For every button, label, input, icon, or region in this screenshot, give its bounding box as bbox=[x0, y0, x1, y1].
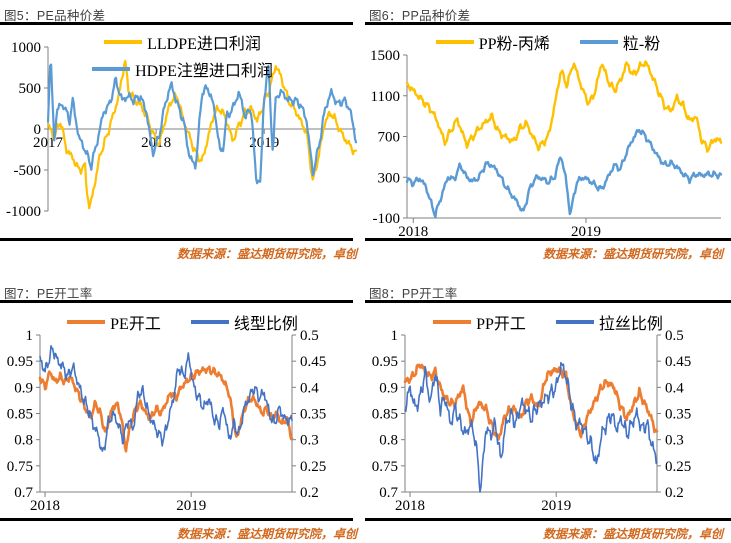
svg-text:0: 0 bbox=[34, 122, 42, 138]
svg-text:1500: 1500 bbox=[370, 48, 400, 64]
svg-text:0.3: 0.3 bbox=[665, 433, 684, 449]
svg-text:2017: 2017 bbox=[33, 135, 64, 151]
fig5-source: 数据来源：盛达期货研究院，卓创 bbox=[176, 247, 357, 261]
fig5-title: 图5：PE品种价差 bbox=[4, 9, 106, 23]
svg-text:0.95: 0.95 bbox=[372, 354, 398, 370]
svg-text:0.85: 0.85 bbox=[372, 407, 398, 423]
svg-text:0.4: 0.4 bbox=[300, 380, 319, 396]
svg-text:2018: 2018 bbox=[398, 224, 428, 238]
svg-text:-100: -100 bbox=[373, 211, 401, 227]
fig8-chart-area: 1 0.95 0.9 0.85 0.8 0.75 0.7 0.5 0.45 0.4 0.35 0.3 0… bbox=[365, 303, 731, 518]
svg-text:2018: 2018 bbox=[395, 498, 425, 514]
svg-text:0.5: 0.5 bbox=[665, 328, 684, 344]
fig6-chart-area: 1500 1100 700 300 -100 2018 2019 PP粉-丙烯 粒-粉 bbox=[365, 25, 731, 238]
svg-text:2019: 2019 bbox=[541, 498, 571, 514]
fig5-top-rule bbox=[0, 22, 353, 25]
fig8-bottom-rule bbox=[365, 518, 731, 521]
fig7-top-rule bbox=[0, 300, 353, 303]
svg-text:0.45: 0.45 bbox=[665, 354, 691, 370]
fig7-source: 数据来源：盛达期货研究院，卓创 bbox=[176, 527, 357, 541]
svg-text:0.25: 0.25 bbox=[665, 459, 691, 475]
svg-text:0.75: 0.75 bbox=[7, 459, 33, 475]
svg-text:0.85: 0.85 bbox=[7, 407, 33, 423]
svg-text:700: 700 bbox=[378, 130, 401, 146]
svg-text:1000: 1000 bbox=[11, 40, 41, 56]
fig7-chart: 1 0.95 0.9 0.85 0.8 0.75 0.7 0.5 0.45 0.4 0.35 0.3 0… bbox=[7, 328, 327, 514]
svg-text:0.5: 0.5 bbox=[300, 328, 319, 344]
fig6-title: 图6：PP品种价差 bbox=[369, 9, 471, 23]
svg-text:0.9: 0.9 bbox=[14, 380, 33, 396]
svg-text:500: 500 bbox=[19, 81, 42, 97]
svg-text:0.35: 0.35 bbox=[665, 407, 691, 423]
svg-text:0.25: 0.25 bbox=[300, 459, 326, 475]
svg-text:0.8: 0.8 bbox=[14, 433, 33, 449]
fig8-top-rule bbox=[365, 300, 731, 303]
svg-text:0.9: 0.9 bbox=[379, 380, 398, 396]
svg-text:0.7: 0.7 bbox=[14, 485, 33, 501]
svg-text:0.2: 0.2 bbox=[300, 485, 319, 501]
svg-text:2019: 2019 bbox=[571, 224, 601, 238]
svg-text:0.8: 0.8 bbox=[379, 433, 398, 449]
svg-text:0.75: 0.75 bbox=[372, 459, 398, 475]
svg-text:0.35: 0.35 bbox=[300, 407, 326, 423]
fig8-title: 图8：PP开工率 bbox=[369, 287, 458, 301]
svg-text:-1000: -1000 bbox=[6, 204, 41, 220]
svg-text:0.4: 0.4 bbox=[665, 380, 684, 396]
svg-text:300: 300 bbox=[378, 170, 401, 186]
panel-fig6: 图6：PP品种价差 1500 1100 700 300 -100 2018 2019 PP粉… bbox=[365, 0, 731, 271]
fig7-title: 图7：PE开工率 bbox=[4, 287, 93, 301]
fig6-source: 数据来源：盛达期货研究院，卓创 bbox=[542, 247, 723, 261]
svg-text:1: 1 bbox=[26, 328, 34, 344]
svg-text:-500: -500 bbox=[14, 163, 42, 179]
panel-fig7: 图7：PE开工率 1 0.95 0.9 0.85 0.8 0.75 0.7 0.5 0.45 0.… bbox=[0, 271, 365, 543]
fig8-source: 数据来源：盛达期货研究院，卓创 bbox=[542, 527, 723, 541]
fig5-chart-area: 1000 500 0 -500 -1000 2017 2018 2019 LLDPE进口利润 H… bbox=[0, 25, 365, 238]
fig7-bottom-rule bbox=[0, 518, 353, 521]
svg-text:0.95: 0.95 bbox=[7, 354, 33, 370]
fig8-chart: 1 0.95 0.9 0.85 0.8 0.75 0.7 0.5 0.45 0.4 0.35 0.3 0… bbox=[372, 328, 692, 514]
fig5-bottom-rule bbox=[0, 238, 353, 241]
fig6-top-rule bbox=[365, 22, 731, 25]
svg-text:1: 1 bbox=[391, 328, 399, 344]
panel-fig8: 图8：PP开工率 1 0.95 0.9 0.85 0.8 0.75 0.7 0.5 0.45 0.… bbox=[365, 271, 731, 543]
svg-text:0.2: 0.2 bbox=[665, 485, 684, 501]
svg-text:2018: 2018 bbox=[30, 498, 60, 514]
svg-text:0.7: 0.7 bbox=[379, 485, 398, 501]
fig6-bottom-rule bbox=[365, 238, 731, 241]
svg-text:1100: 1100 bbox=[371, 89, 400, 105]
svg-text:0.45: 0.45 bbox=[300, 354, 326, 370]
svg-text:0.3: 0.3 bbox=[300, 433, 319, 449]
panel-fig5: 图5：PE品种价差 1000 500 0 -500 -1000 2017 2018 2019 … bbox=[0, 0, 365, 271]
fig7-chart-area: 1 0.95 0.9 0.85 0.8 0.75 0.7 0.5 0.45 0.4 0.35 0.3 0… bbox=[0, 303, 365, 518]
svg-text:2019: 2019 bbox=[176, 498, 206, 514]
